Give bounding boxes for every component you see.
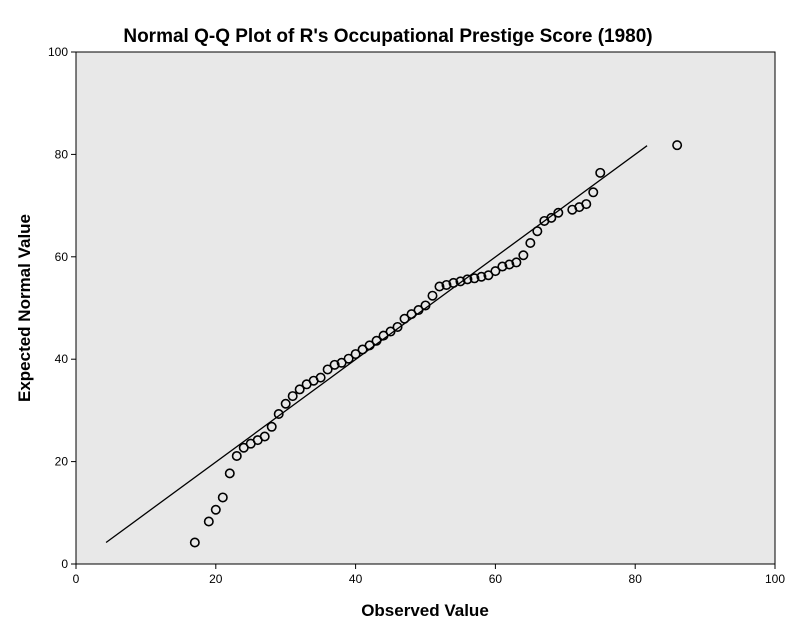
y-tick-label: 20	[55, 455, 69, 469]
y-axis-label: Expected Normal Value	[15, 214, 34, 402]
y-tick-label: 0	[61, 557, 68, 571]
data-point	[490, 266, 501, 277]
data-point	[266, 421, 277, 432]
data-point	[287, 391, 298, 402]
x-tick-label: 0	[73, 572, 80, 586]
data-point	[273, 408, 284, 419]
data-point	[420, 300, 431, 311]
x-tick-label: 80	[629, 572, 643, 586]
data-points	[189, 140, 683, 548]
data-point	[546, 212, 557, 223]
reference-line	[105, 145, 648, 544]
data-point	[224, 468, 235, 479]
data-point	[392, 321, 403, 332]
data-point	[476, 271, 487, 282]
data-point	[280, 398, 291, 409]
data-point	[504, 259, 515, 270]
data-point	[210, 504, 221, 515]
data-point	[259, 431, 270, 442]
x-tick-label: 100	[765, 572, 785, 586]
data-point	[329, 359, 340, 370]
data-point	[672, 140, 683, 151]
y-tick-label: 40	[55, 352, 69, 366]
data-point	[231, 450, 242, 461]
data-point	[595, 167, 606, 178]
data-point	[462, 274, 473, 285]
data-point	[350, 349, 361, 360]
data-point	[532, 226, 543, 237]
data-point	[553, 207, 564, 218]
data-point	[294, 384, 305, 395]
data-point	[315, 372, 326, 383]
reference-line-layer	[105, 145, 648, 544]
y-tick-label: 80	[55, 147, 69, 161]
data-point	[511, 257, 522, 268]
data-point	[525, 237, 536, 248]
data-point	[203, 516, 214, 527]
data-point	[588, 187, 599, 198]
y-tick-label: 100	[48, 45, 68, 59]
x-tick-label: 40	[349, 572, 363, 586]
axis-ticks: 0 20 40 60 80 100 0 20 40 60 80 100	[48, 45, 785, 586]
data-point	[399, 313, 410, 324]
data-point	[385, 326, 396, 337]
data-point	[455, 276, 466, 287]
data-point	[434, 281, 445, 292]
data-point	[413, 305, 424, 316]
chart-title: Normal Q-Q Plot of R's Occupational Pres…	[123, 26, 652, 47]
data-point	[469, 273, 480, 284]
data-point	[518, 250, 529, 261]
data-point	[217, 492, 228, 503]
data-point	[371, 335, 382, 346]
data-point	[441, 279, 452, 290]
data-point	[427, 290, 438, 301]
x-axis-label: Observed Value	[361, 601, 489, 620]
data-point	[448, 277, 459, 288]
data-point	[322, 364, 333, 375]
y-tick-label: 60	[55, 250, 69, 264]
data-point	[343, 353, 354, 364]
x-tick-label: 20	[209, 572, 223, 586]
data-point	[581, 199, 592, 210]
data-point	[364, 340, 375, 351]
x-tick-label: 60	[489, 572, 503, 586]
data-point	[497, 261, 508, 272]
data-point	[189, 537, 200, 548]
